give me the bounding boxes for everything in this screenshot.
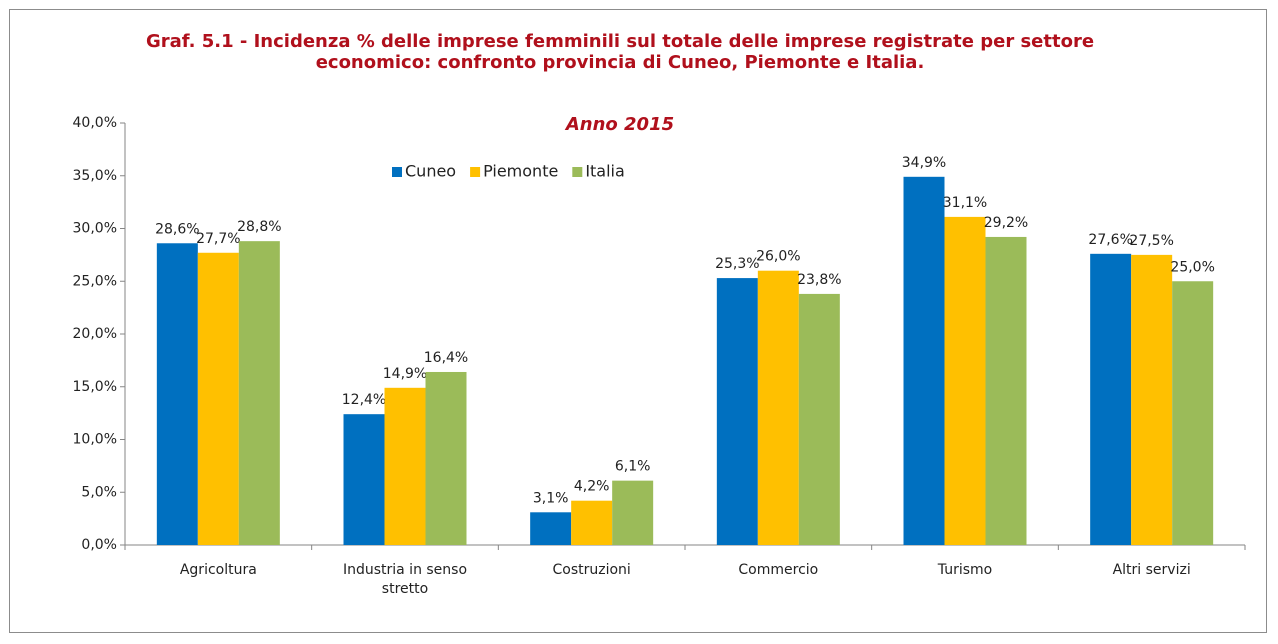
data-label: 26,0% [756,249,800,265]
x-tick-label: Industria in senso stretto [342,562,468,597]
bar [384,387,426,545]
x-tick-label: Commercio [738,562,819,578]
legend-swatch [392,167,402,177]
data-label: 31,1% [943,195,987,211]
y-tick-label: 25,0% [73,273,117,289]
bar [1090,253,1132,545]
data-label: 27,5% [1129,233,1173,249]
bar [798,293,840,545]
legend-label: Piemonte [483,162,558,181]
y-tick-label: 15,0% [73,379,117,395]
bar [757,270,799,545]
data-label: 28,6% [155,221,199,237]
bar [425,371,467,545]
data-label: 25,0% [1170,259,1214,275]
bar [530,512,572,545]
bar [716,278,758,545]
data-label: 25,3% [715,256,759,272]
data-label: 12,4% [342,392,386,408]
data-label: 34,9% [902,155,946,171]
data-label: 28,8% [237,219,281,235]
bar [238,241,280,545]
data-label: 29,2% [984,215,1028,231]
bar [1131,254,1173,545]
bar [944,216,986,545]
data-label: 4,2% [574,479,610,495]
y-tick-label: 30,0% [73,221,117,237]
legend-label: Cuneo [405,162,456,181]
legend-swatch [572,167,583,177]
legend-label: Italia [585,162,625,181]
data-label: 23,8% [797,272,841,288]
bar [156,243,198,545]
data-label: 27,6% [1088,232,1132,248]
chart-frame [9,9,1267,633]
chart-subtitle: Anno 2015 [565,114,675,135]
data-label: 14,9% [383,366,427,382]
bar [343,414,385,545]
y-tick-label: 35,0% [73,168,117,184]
chart-title: Graf. 5.1 - Incidenza % delle imprese fe… [145,31,1095,73]
bar [985,236,1027,545]
bar [1172,281,1214,545]
legend-swatch [470,167,481,177]
x-tick-label: Agricoltura [179,562,257,578]
x-tick-label: Turismo [937,562,993,578]
y-tick-label: 10,0% [73,432,117,448]
bar [197,252,239,545]
data-label: 27,7% [196,231,240,247]
x-tick-label: Costruzioni [552,562,631,578]
bar [612,480,654,545]
data-label: 6,1% [615,459,651,475]
y-tick-label: 5,0% [81,484,117,500]
y-tick-label: 0,0% [81,537,117,553]
x-tick-label: Altri servizi [1112,562,1191,578]
bar [903,176,945,545]
data-label: 3,1% [533,490,569,506]
bar [571,500,613,545]
y-tick-label: 20,0% [73,326,117,342]
data-label: 16,4% [424,350,468,366]
y-tick-label: 40,0% [73,115,117,131]
